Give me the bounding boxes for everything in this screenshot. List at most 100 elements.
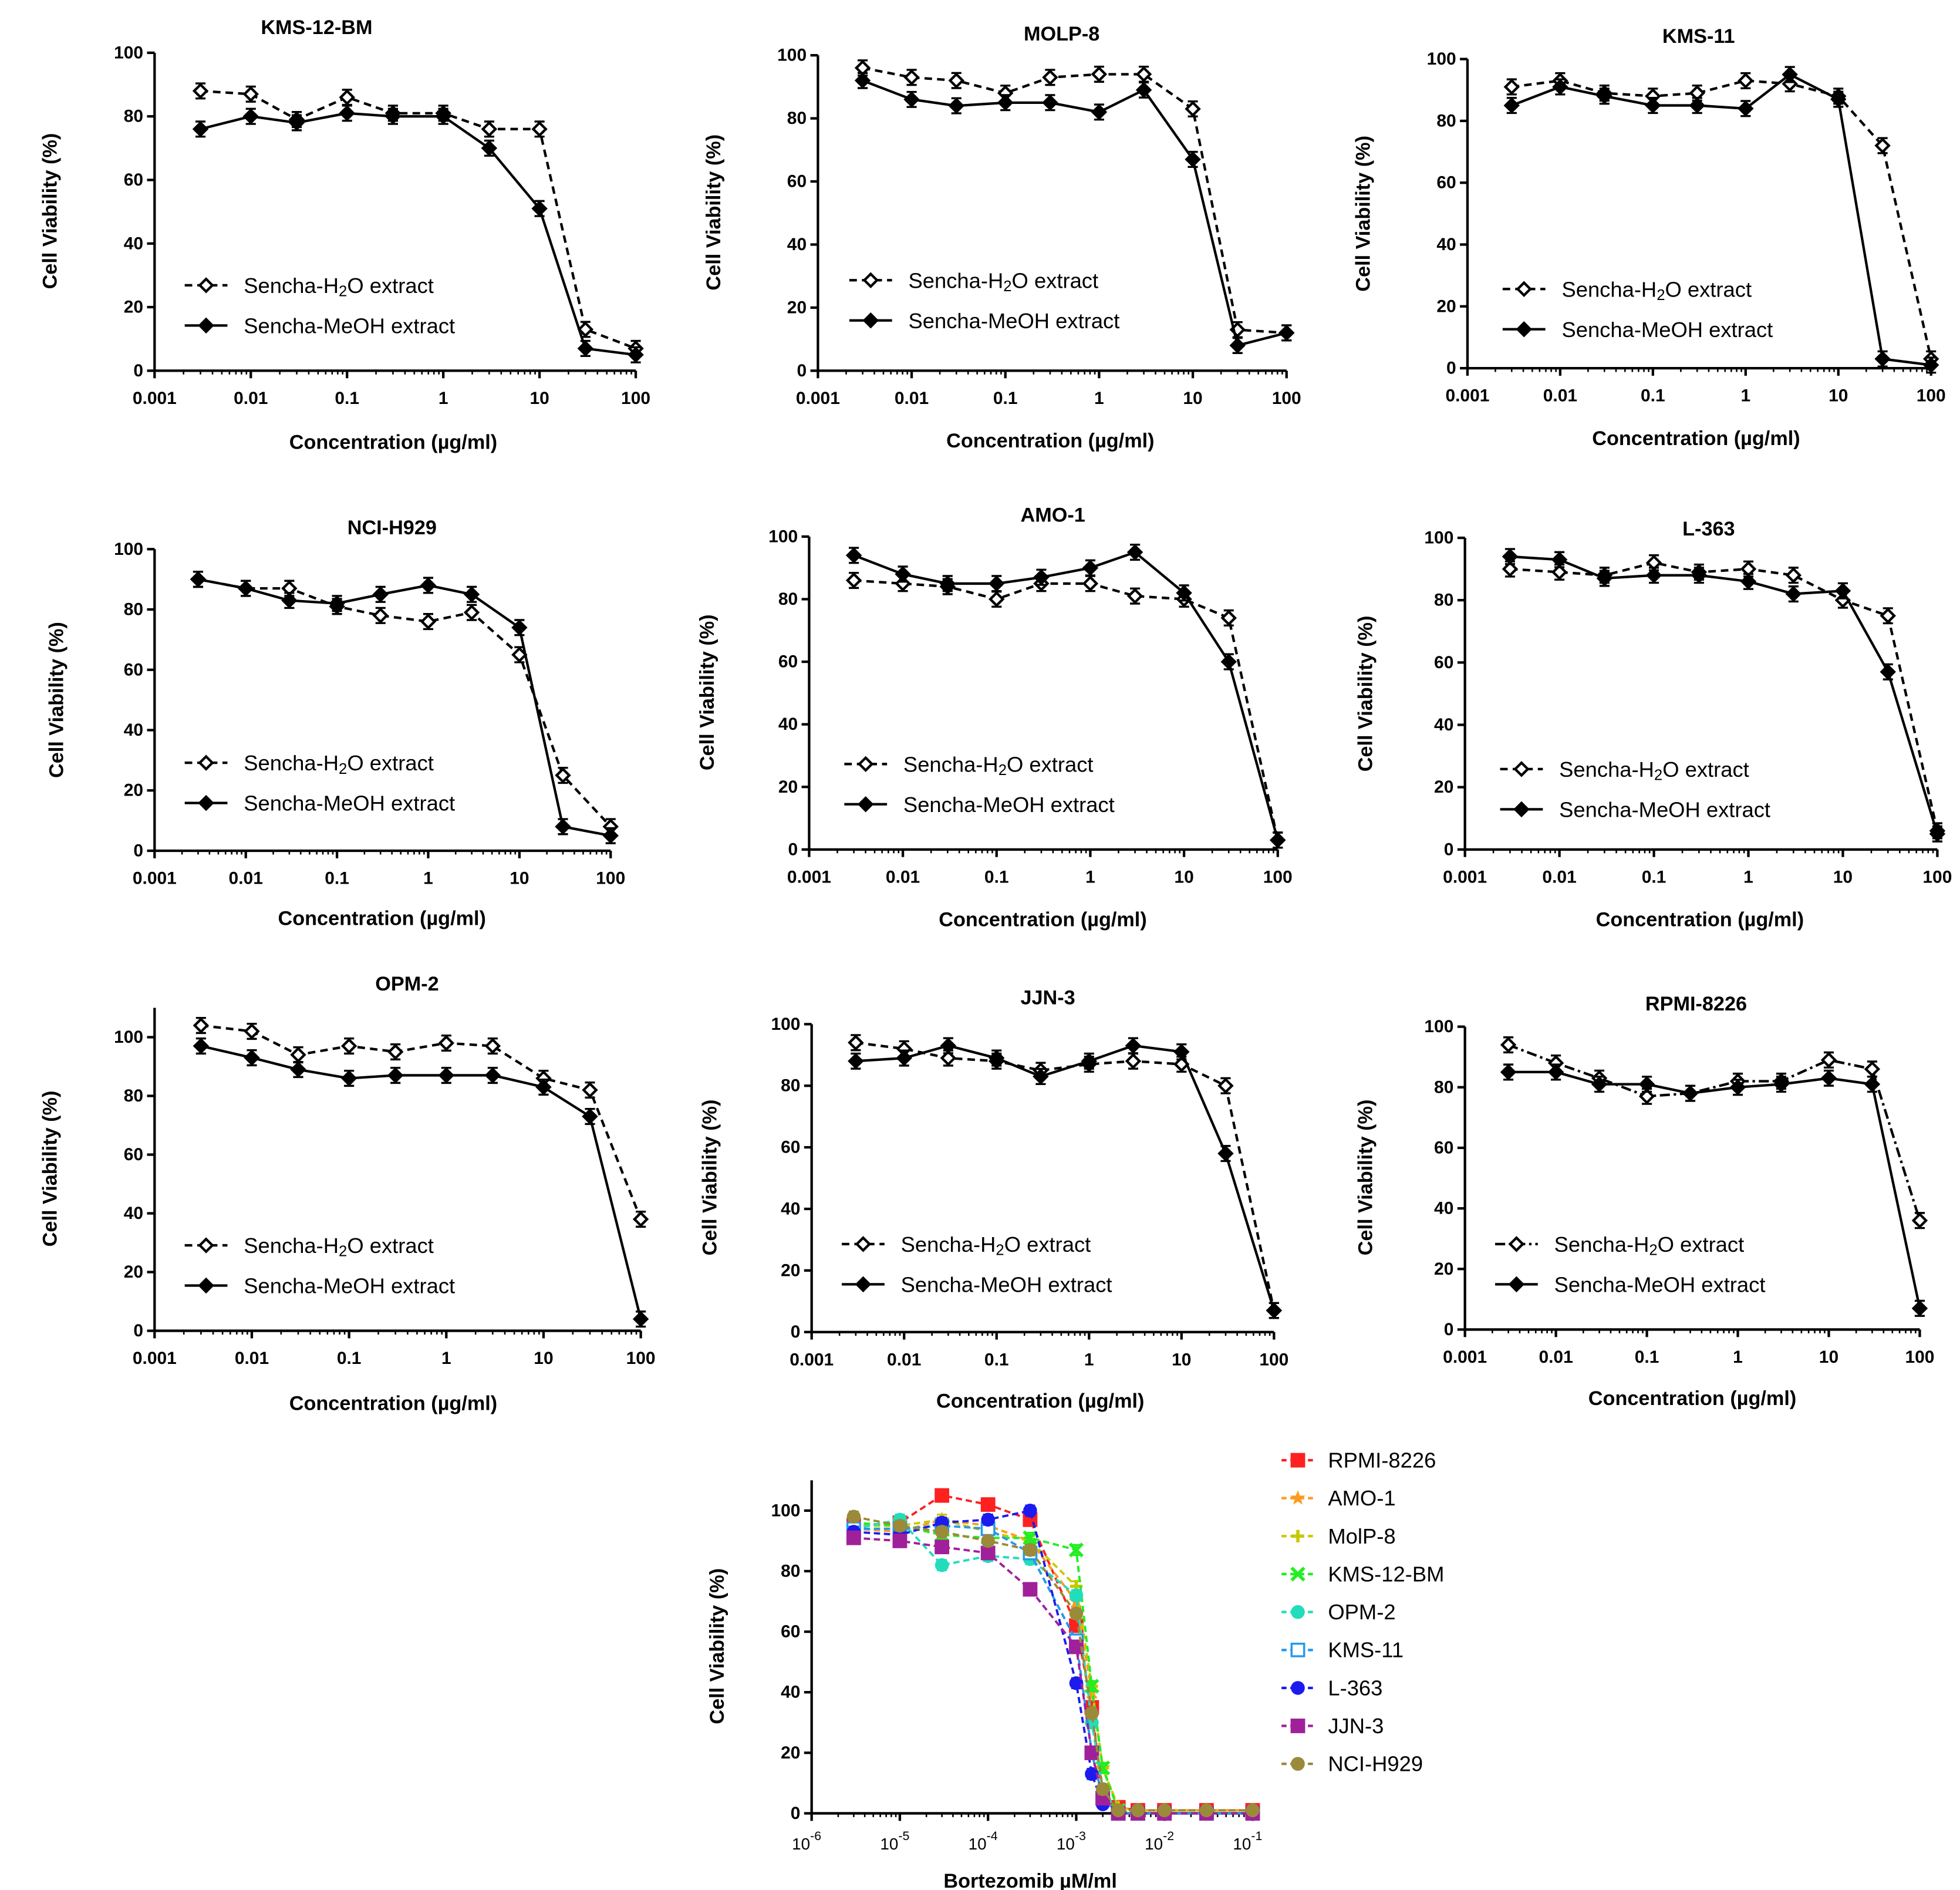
- legend-label-main: Sencha-H: [244, 1234, 339, 1258]
- x-tick-label: 10-5: [880, 1829, 909, 1852]
- data-point: [1185, 100, 1201, 117]
- x-tick-label: 100: [621, 389, 650, 408]
- data-point: [1689, 97, 1705, 114]
- legend-label-subscript: 2: [1003, 278, 1011, 295]
- legend-label: Sencha-MeOH extract: [244, 1274, 455, 1298]
- data-point: [940, 1037, 957, 1054]
- y-axis-label: Cell Viability (%): [699, 1100, 721, 1256]
- data-point: [339, 105, 355, 122]
- data-point: [372, 586, 389, 603]
- x-axis-label: Concentration (µg/ml): [936, 1390, 1144, 1412]
- data-point: [1290, 1453, 1305, 1468]
- legend-label-tail: O extract: [1665, 277, 1752, 301]
- x-axis-label: Bortezomib µM/ml: [943, 1870, 1117, 1890]
- legend-label-main: Sencha-MeOH extract: [244, 314, 455, 338]
- series-line: [855, 1041, 1276, 1311]
- chart-8: RPMI-8226 0 20 40 60 80 100 0.001 0.01 0.1 1 10 100 C…: [1355, 993, 1935, 1410]
- x-tick-base: 10: [1145, 1834, 1163, 1852]
- data-point: [1773, 1076, 1790, 1093]
- x-tick-label: 0.01: [235, 1349, 269, 1368]
- legend-label: OPM-2: [1328, 1600, 1395, 1624]
- series-line: [1511, 73, 1931, 366]
- data-point: [1911, 1212, 1928, 1229]
- data-point: [1125, 1037, 1142, 1054]
- legend-label: Sencha-MeOH extract: [1561, 317, 1773, 341]
- chart-title: OPM-2: [375, 973, 438, 995]
- y-tick-label: 20: [1434, 777, 1453, 797]
- y-axis-label: Cell Viability (%): [703, 134, 725, 291]
- data-point: [1278, 325, 1295, 341]
- series-line: [854, 1537, 1253, 1815]
- y-tick-label: 80: [778, 589, 798, 609]
- y-tick-label: 0: [133, 361, 143, 380]
- series-line: [201, 1024, 642, 1220]
- series-line: [1510, 561, 1939, 831]
- x-tick-base: 10: [792, 1834, 810, 1852]
- chart-title: KMS-12-BM: [261, 16, 372, 39]
- x-tick-label: 10: [510, 869, 529, 888]
- data-point: [940, 1050, 957, 1066]
- legend-label: Sencha-H2O extract: [903, 752, 1094, 779]
- y-tick-label: 40: [124, 234, 143, 253]
- x-tick-base: 10: [969, 1834, 987, 1852]
- y-tick-label: 0: [1446, 359, 1456, 378]
- x-tick-label: 0.001: [1443, 867, 1487, 887]
- legend: Sencha-H2O extract Sencha-MeOH extract: [842, 1232, 1112, 1296]
- series-1: [846, 1511, 1260, 1817]
- data-point: [1095, 1782, 1110, 1796]
- legend-label-subscript: 2: [339, 761, 347, 777]
- legend-label: Sencha-MeOH extract: [244, 314, 455, 338]
- x-tick-base: 10: [1233, 1834, 1251, 1852]
- data-point: [1291, 1757, 1305, 1771]
- data-point: [1729, 1079, 1746, 1096]
- series-1: [190, 571, 619, 844]
- series-line: [862, 66, 1287, 335]
- data-point: [577, 340, 594, 357]
- legend-label-main: Sencha-MeOH extract: [244, 1274, 455, 1298]
- series-4: [846, 1512, 1260, 1821]
- series-1: [854, 72, 1295, 354]
- y-tick-label: 20: [124, 781, 143, 800]
- data-point: [192, 121, 209, 137]
- data-point: [1864, 1061, 1881, 1077]
- legend-label-main: Sencha-H: [901, 1232, 996, 1256]
- x-axis-label: Concentration (µg/ml): [1588, 1387, 1796, 1410]
- data-point: [632, 1211, 649, 1228]
- data-point: [1591, 1076, 1608, 1093]
- data-point: [1691, 567, 1708, 584]
- data-point: [1880, 663, 1896, 680]
- x-tick-label: 0.1: [993, 389, 1018, 408]
- legend-label-tail: O extract: [1662, 757, 1749, 781]
- data-point: [1023, 1530, 1038, 1545]
- data-point: [1220, 653, 1237, 670]
- data-point: [463, 586, 480, 603]
- data-point: [1125, 1053, 1142, 1069]
- y-axis-label: Cell Viability (%): [696, 614, 718, 770]
- data-point: [1185, 151, 1201, 168]
- data-point: [846, 1530, 861, 1545]
- data-point: [242, 86, 259, 103]
- data-point: [939, 575, 956, 592]
- data-point: [531, 121, 548, 137]
- y-tick-label: 60: [124, 660, 143, 679]
- data-point: [420, 613, 437, 630]
- data-point: [1785, 585, 1802, 602]
- data-point: [858, 756, 874, 773]
- data-point: [989, 591, 1005, 608]
- x-tick-label: 0.1: [984, 867, 1009, 887]
- data-point: [340, 1070, 357, 1087]
- legend-label: Sencha-MeOH extract: [1554, 1272, 1766, 1296]
- series-0: [193, 1016, 649, 1228]
- legend: RPMI-8226 AMO-1 MolP-8 KMS-12-BM OPM-2 KMS-11…: [1281, 1448, 1444, 1776]
- data-point: [1929, 826, 1946, 843]
- x-tick-exponent: -6: [810, 1829, 821, 1843]
- chart-title: AMO-1: [1020, 504, 1085, 527]
- legend-label: Sencha-MeOH extract: [901, 1272, 1112, 1296]
- x-tick-label: 0.01: [229, 869, 263, 888]
- series-3: [846, 1515, 1260, 1821]
- x-axis-label: Concentration (µg/ml): [939, 909, 1146, 931]
- y-tick-label: 40: [1434, 715, 1453, 735]
- series-1: [845, 543, 1286, 849]
- legend: Sencha-H2O extract Sencha-MeOH extract: [844, 752, 1115, 816]
